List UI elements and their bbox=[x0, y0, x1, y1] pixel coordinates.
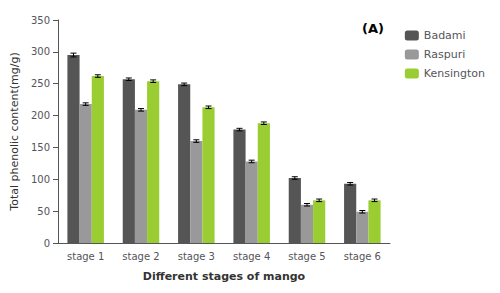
svg-text:stage 5: stage 5 bbox=[288, 251, 325, 262]
svg-text:Badami: Badami bbox=[424, 29, 466, 42]
svg-text:Different stages of mango: Different stages of mango bbox=[143, 270, 306, 283]
svg-text:0: 0 bbox=[44, 238, 50, 249]
svg-text:300: 300 bbox=[31, 46, 50, 57]
svg-text:(A): (A) bbox=[362, 21, 384, 36]
svg-text:stage 1: stage 1 bbox=[67, 251, 104, 262]
svg-text:350: 350 bbox=[31, 15, 50, 26]
svg-text:stage 3: stage 3 bbox=[178, 251, 215, 262]
svg-text:250: 250 bbox=[31, 78, 50, 89]
svg-text:50: 50 bbox=[37, 206, 50, 217]
svg-text:100: 100 bbox=[31, 174, 50, 185]
svg-text:stage 6: stage 6 bbox=[344, 251, 381, 262]
svg-text:stage 2: stage 2 bbox=[122, 251, 159, 262]
svg-text:150: 150 bbox=[31, 142, 50, 153]
svg-text:Total phenolic content(mg/g): Total phenolic content(mg/g) bbox=[8, 52, 21, 211]
svg-text:200: 200 bbox=[31, 110, 50, 121]
svg-text:Kensington: Kensington bbox=[424, 67, 485, 80]
svg-text:Raspuri: Raspuri bbox=[424, 48, 465, 61]
svg-text:stage 4: stage 4 bbox=[233, 251, 270, 262]
